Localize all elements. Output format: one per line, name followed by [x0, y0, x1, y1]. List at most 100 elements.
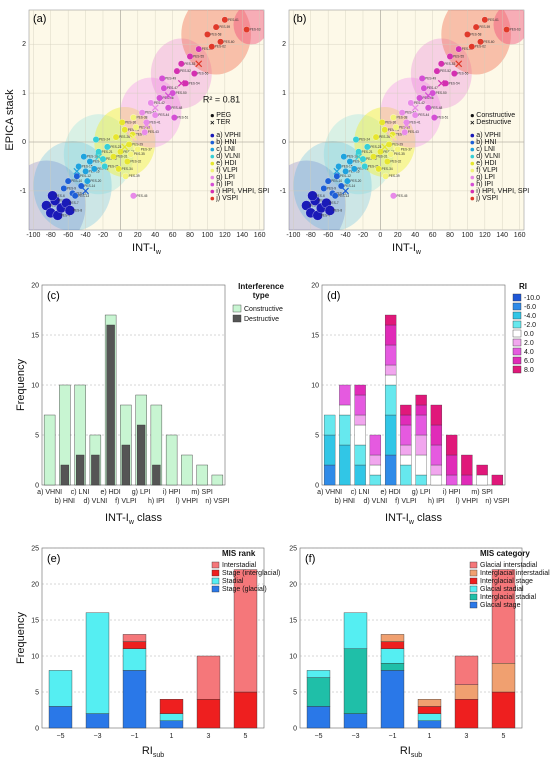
- point-label: PES-43: [148, 130, 159, 134]
- legend-class-label: i) HPI, VHPI, SPI: [216, 188, 269, 195]
- data-point: [451, 70, 458, 77]
- legend-class-swatch: [470, 140, 475, 145]
- x-axis-title: RIsub: [400, 745, 422, 759]
- cross-point: [164, 92, 172, 99]
- bar-panel-(f): 0 5 10 15 20 25 (f) −5 −3 −1 1 3 5 RIsub MIS category G…: [289, 546, 550, 760]
- legend-label: Interstadial: [222, 562, 257, 569]
- data-point: [138, 109, 146, 117]
- data-point: [101, 163, 109, 170]
- bar-segment: [417, 720, 442, 729]
- data-point: [370, 153, 377, 161]
- legend-class-label: d) VLNI: [476, 153, 500, 160]
- data-point: [118, 119, 126, 126]
- bar-segment: [48, 670, 73, 707]
- bar-segment: [430, 424, 443, 446]
- point-label: PES-50: [176, 91, 187, 95]
- x-tick-label: e) HDI: [101, 489, 121, 496]
- cross-point: [151, 104, 159, 112]
- point-label: PES-34: [382, 167, 393, 171]
- data-point: [73, 172, 81, 180]
- data-point: [82, 167, 89, 175]
- legend-swatch: [232, 304, 242, 313]
- y-tick-label: 25: [289, 546, 297, 553]
- data-point: [340, 153, 348, 161]
- y-axis-title: Frequency: [15, 359, 27, 411]
- panel-letter: (f): [305, 553, 315, 565]
- data-point: [375, 165, 382, 173]
- x-tick-label: 0: [118, 232, 122, 239]
- legend-swatch: [512, 329, 522, 338]
- x-tick-label: g) LPI: [132, 489, 151, 496]
- data-point: [186, 53, 194, 60]
- x-tick-label: 100: [202, 232, 214, 239]
- bar-segment: [476, 474, 488, 486]
- data-point: [377, 148, 384, 156]
- legend-swatch: [211, 577, 220, 585]
- data-point: [381, 126, 389, 134]
- legend-swatch: [512, 356, 522, 365]
- data-point: [407, 99, 415, 107]
- data-point: [112, 133, 120, 141]
- data-point: [446, 53, 454, 60]
- point-label: PES-39: [389, 174, 400, 178]
- bar-segment: [400, 414, 412, 426]
- legend-class-label: e) HDI: [476, 160, 496, 167]
- bar-segment: [339, 404, 351, 416]
- point-label: PES-7: [69, 201, 78, 205]
- bar-segment: [491, 663, 516, 693]
- bar-segment: [380, 663, 405, 671]
- point-label: PES-51: [177, 116, 188, 120]
- legend-label: Glacial stadial: [480, 586, 524, 593]
- y-tick-label: 5: [35, 690, 39, 697]
- point-label: PES-15: [82, 164, 93, 168]
- legend-class-swatch: [470, 161, 475, 166]
- bar-segment: [415, 454, 427, 476]
- point-label: PES-52: [440, 69, 451, 73]
- data-point: [208, 43, 216, 51]
- data-point: [47, 190, 58, 201]
- bar-constructive: [196, 464, 208, 486]
- x-tick-label: f) VLPI: [115, 498, 136, 505]
- cross-point: [403, 121, 410, 129]
- x-tick-label: l) VHPI: [456, 498, 478, 505]
- legend-swatch: [512, 347, 522, 356]
- legend-swatch: [512, 338, 522, 347]
- zone-5: [410, 38, 472, 109]
- x-tick-label: 80: [186, 232, 194, 239]
- point-label: PES-29: [392, 142, 403, 146]
- legend-label: Constructive: [244, 306, 283, 313]
- legend-label: Glacial interstadial: [480, 562, 538, 569]
- legend-class-swatch: [210, 196, 215, 201]
- legend-label: -10.0: [524, 295, 540, 302]
- x-tick-label: -60: [323, 232, 333, 239]
- bar-segment: [339, 444, 351, 486]
- point-label: PES-54: [189, 81, 200, 85]
- point-label: PES-56: [457, 72, 468, 76]
- x-tick-label: n) VSPI: [205, 498, 229, 505]
- legend-swatch: [232, 314, 242, 323]
- y-tick-label: 20: [311, 283, 319, 290]
- point-label: PES-44: [158, 113, 169, 117]
- x-tick-label: 40: [151, 232, 159, 239]
- data-point: [121, 126, 129, 134]
- data-point: [156, 94, 163, 102]
- bar-segment: [415, 434, 427, 456]
- x-axis-title: RIsub: [142, 745, 164, 759]
- bar-segment: [430, 464, 443, 476]
- bar-segment: [306, 677, 331, 707]
- data-point: [387, 150, 395, 158]
- point-label: PES-26: [379, 135, 390, 139]
- legend-swatch: [512, 320, 522, 329]
- bar-segment: [369, 464, 382, 476]
- point-label: PES-47: [427, 86, 438, 90]
- bar-segment: [343, 648, 368, 714]
- y-tick-label: 15: [31, 618, 39, 625]
- data-point: [95, 148, 102, 156]
- legend-label: 4.0: [524, 349, 534, 356]
- x-tick-label: h) IPI: [428, 498, 445, 505]
- x-tick-label: 100: [462, 232, 474, 239]
- point-label: PES-59: [479, 25, 490, 29]
- data-point: [243, 26, 250, 33]
- y-tick-label: 5: [315, 433, 319, 440]
